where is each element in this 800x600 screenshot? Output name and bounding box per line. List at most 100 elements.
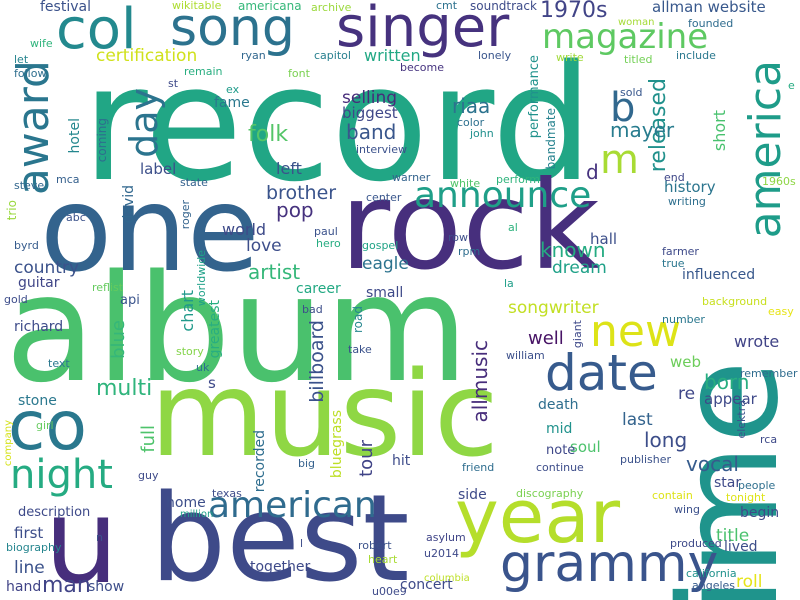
word: born [704, 370, 750, 394]
word: ryan [241, 49, 266, 62]
word: influenced [682, 267, 756, 283]
word: band [346, 120, 397, 144]
word: career [296, 281, 341, 297]
word: description [18, 505, 91, 520]
word: small [366, 285, 404, 301]
word: death [538, 397, 579, 413]
word: center [366, 191, 402, 204]
word: discography [516, 487, 584, 500]
word: wrote [734, 332, 780, 351]
word: richard [14, 319, 64, 335]
word: perform [496, 173, 540, 186]
word: pop [276, 198, 314, 222]
word: bluegrass [329, 410, 345, 479]
word: founded [688, 17, 734, 30]
word: biography [6, 541, 62, 554]
word: stone [18, 393, 57, 409]
word: well [528, 328, 564, 349]
word: big [298, 457, 316, 470]
word: written [364, 46, 421, 65]
word: one [40, 160, 260, 298]
word: bad [302, 303, 323, 316]
word: warner [392, 171, 431, 184]
word: writing [668, 195, 706, 208]
word: mid [546, 421, 573, 437]
word: left [276, 159, 302, 178]
word: archive [311, 1, 352, 14]
word: e [788, 79, 795, 92]
word: capitol [314, 49, 351, 62]
word: b [610, 85, 636, 131]
word: columbia [424, 573, 470, 584]
word: byrd [14, 239, 39, 252]
word: new [590, 306, 681, 357]
word: folk [248, 122, 289, 147]
word: bandmate [544, 108, 558, 170]
word: col [56, 0, 137, 62]
word: background [702, 295, 768, 308]
word: california [686, 567, 737, 580]
word: rca [760, 433, 778, 446]
word: s [208, 374, 216, 392]
word: music [150, 345, 499, 483]
word: produced [670, 537, 722, 550]
word: allmusic [468, 340, 492, 423]
word: country [14, 258, 80, 278]
word: fame [214, 95, 250, 111]
word: people [738, 479, 776, 492]
word: hand [6, 579, 42, 595]
word: giant [571, 320, 584, 349]
word: greatest [207, 300, 223, 359]
word: abc [66, 211, 86, 224]
word: end [664, 171, 685, 184]
word: festival [40, 0, 91, 15]
word: vocal [686, 452, 739, 476]
word: riaa [452, 94, 491, 118]
word: soul [570, 438, 601, 456]
word: songwriter [508, 298, 599, 318]
word: friend [462, 461, 495, 474]
word: api [120, 293, 140, 308]
word: cmt [436, 0, 458, 12]
word: remain [184, 65, 223, 78]
word: label [140, 160, 177, 178]
word: best [150, 470, 410, 600]
word: texas [212, 487, 242, 500]
word: white [450, 177, 481, 190]
word: album [5, 243, 469, 415]
word: announce [414, 175, 592, 216]
word: tonight [726, 491, 766, 504]
word: farmer [662, 245, 699, 258]
word: blue [108, 320, 129, 359]
word: take [348, 343, 372, 356]
word: 1960s [762, 175, 796, 188]
word: company [3, 420, 14, 467]
word: contain [652, 489, 693, 502]
word: road [351, 306, 365, 333]
word: american [208, 485, 377, 526]
word: certification [96, 46, 198, 66]
word: d [586, 160, 599, 184]
word: david [121, 185, 137, 224]
word: row [448, 231, 469, 244]
word: coming [95, 118, 109, 163]
word: ex [226, 83, 240, 96]
word: easy [768, 305, 794, 318]
word: date [545, 344, 658, 402]
word: grammy [500, 534, 719, 594]
word: side [458, 487, 487, 503]
word: biggest [342, 104, 398, 122]
word: wife [30, 37, 53, 50]
word: lonely [478, 49, 512, 62]
word: performance [527, 55, 542, 139]
word: lived [724, 539, 758, 555]
word: state [180, 176, 208, 189]
word: world [222, 220, 267, 239]
word: line [14, 558, 45, 578]
word: known [540, 238, 606, 262]
word: interview [356, 143, 407, 156]
word: re [678, 384, 696, 404]
word: publisher [620, 453, 672, 466]
word: full [138, 425, 159, 453]
word: asylum [426, 531, 466, 544]
